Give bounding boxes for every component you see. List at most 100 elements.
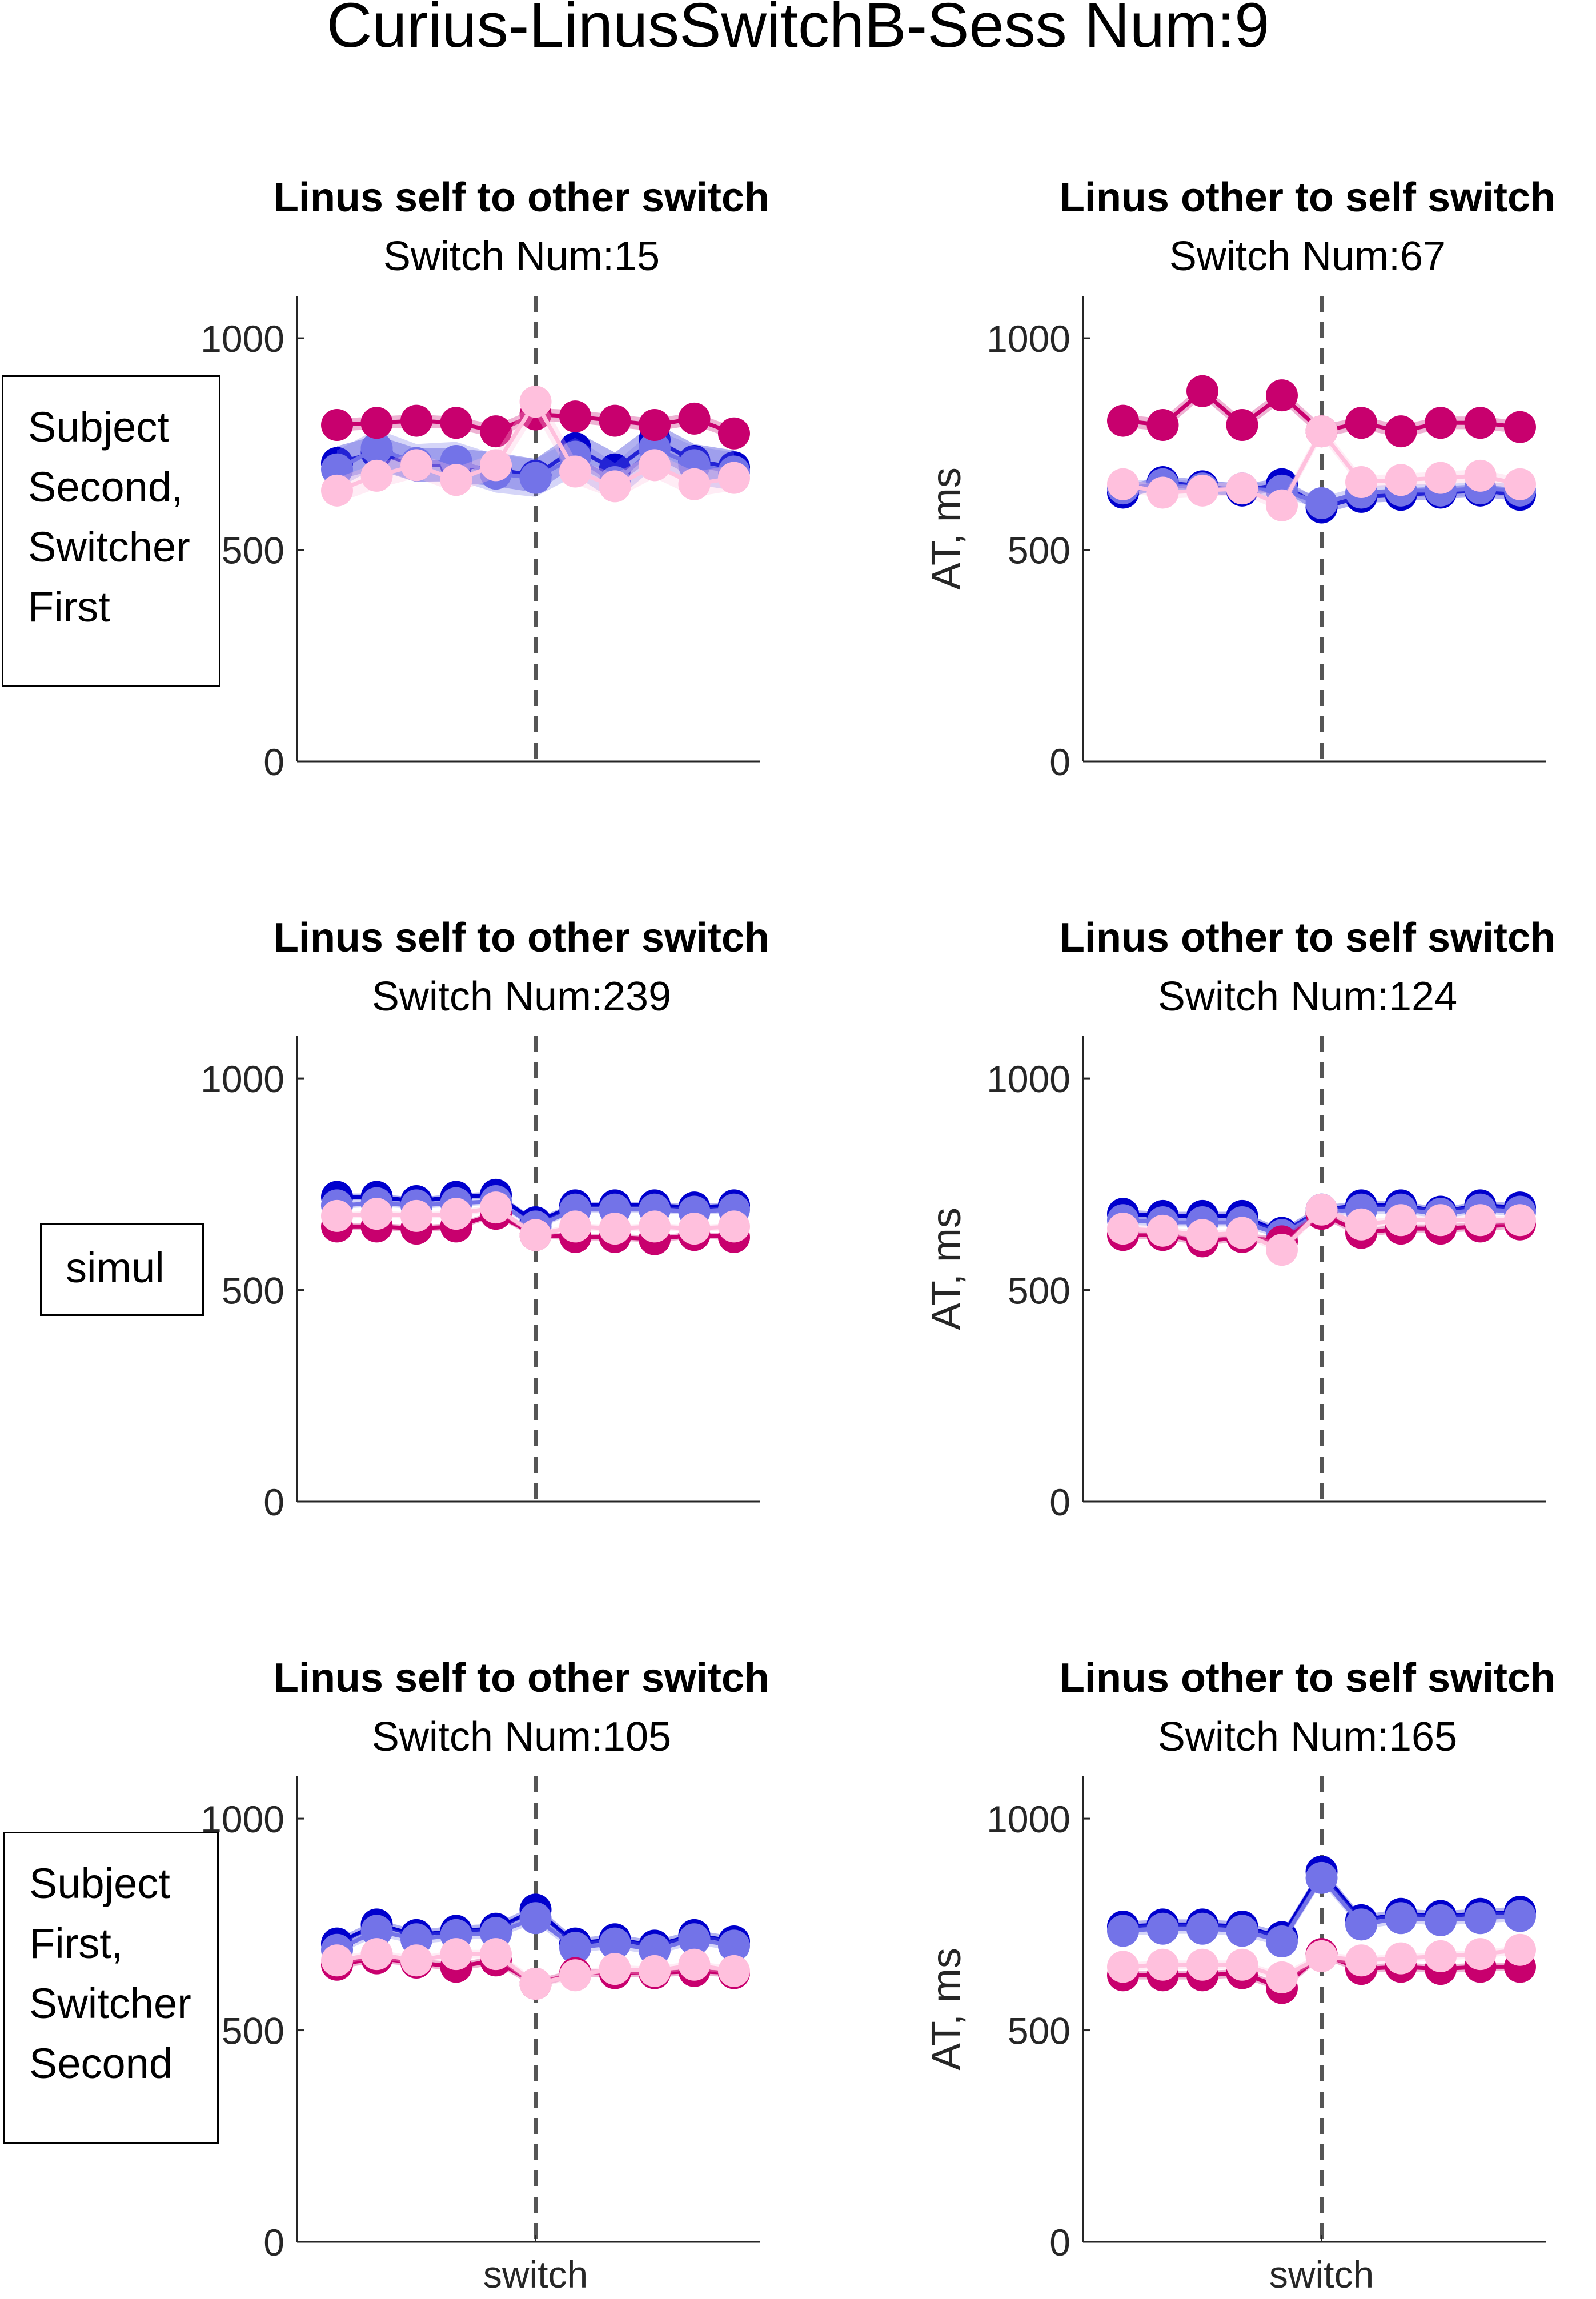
- y-axis-label: AT, ms: [924, 1207, 969, 1330]
- series-4: [1107, 1933, 1536, 1993]
- data-point: [360, 1198, 393, 1230]
- data-point: [1385, 415, 1417, 448]
- error-band: [1123, 1209, 1520, 1246]
- data-point: [360, 432, 393, 464]
- subplot-subtitle: Switch Num:67: [1169, 234, 1446, 279]
- subplot-title: Linus self to other switch: [274, 915, 769, 961]
- data-point: [1425, 1204, 1457, 1237]
- data-point: [1186, 1912, 1218, 1945]
- data-point: [360, 1938, 393, 1971]
- data-point: [519, 1968, 552, 2000]
- data-point: [639, 1955, 671, 1987]
- data-point: [1504, 1933, 1536, 1966]
- error-band: [337, 1904, 734, 1951]
- y-tick-label: 500: [222, 2010, 284, 2052]
- data-point: [1146, 1948, 1179, 1981]
- error-band: [1123, 1205, 1520, 1239]
- y-tick-label: 0: [263, 741, 284, 783]
- error-band: [1123, 475, 1520, 514]
- data-point: [599, 404, 631, 437]
- data-point: [559, 1932, 591, 1964]
- data-point: [678, 1213, 711, 1245]
- data-point: [1504, 1900, 1536, 1932]
- y-tick-label: 500: [222, 529, 284, 572]
- error-band: [337, 1954, 734, 1988]
- data-point: [1345, 407, 1377, 439]
- y-tick-label: 1000: [987, 318, 1070, 360]
- error-band: [1123, 384, 1520, 438]
- data-point: [1504, 468, 1536, 500]
- y-axis-label: AT, ms: [924, 467, 969, 590]
- row-label-line: Switcher: [28, 523, 190, 571]
- data-point: [639, 1210, 671, 1243]
- data-point: [1385, 464, 1417, 496]
- subplot-1: Linus self to other switch Switch Num:15 0…: [200, 175, 769, 783]
- series-4: [321, 1191, 750, 1251]
- y-tick-label: 1000: [200, 318, 284, 360]
- y-tick-label: 0: [1049, 2221, 1070, 2264]
- subplot-2: Linus other to self switch Switch Num:67 0…: [924, 175, 1555, 783]
- data-point: [1226, 472, 1258, 505]
- y-axis-label: AT, ms: [924, 1948, 969, 2071]
- data-point: [1107, 404, 1139, 437]
- y-tick-label: 0: [263, 1481, 284, 1523]
- y-tick-label: 500: [1008, 1270, 1070, 1312]
- data-point: [1266, 1961, 1298, 1993]
- data-point: [718, 462, 750, 494]
- data-point: [1226, 1217, 1258, 1249]
- subplot-subtitle: Switch Num:15: [383, 234, 660, 279]
- data-point: [440, 407, 472, 439]
- data-point: [599, 1927, 631, 1960]
- data-point: [1305, 415, 1338, 448]
- data-point: [1107, 1915, 1139, 1947]
- data-point: [599, 1213, 631, 1245]
- data-point: [519, 1902, 552, 1935]
- data-point: [559, 1210, 591, 1243]
- data-point: [1107, 1951, 1139, 1983]
- error-band: [1123, 1205, 1520, 1254]
- data-point: [718, 1929, 750, 1962]
- data-point: [678, 1923, 711, 1956]
- subplot-subtitle: Switch Num:239: [372, 974, 671, 1020]
- data-point: [1305, 1193, 1338, 1226]
- y-tick-label: 500: [1008, 529, 1070, 572]
- data-point: [678, 402, 711, 435]
- data-point: [718, 1955, 750, 1987]
- data-point: [519, 1219, 552, 1251]
- data-point: [1385, 1902, 1417, 1935]
- y-tick-label: 1000: [987, 1798, 1070, 1840]
- data-point: [1504, 411, 1536, 443]
- data-point: [321, 1199, 353, 1232]
- data-point: [1107, 468, 1139, 500]
- data-point: [400, 449, 432, 482]
- data-point: [440, 1198, 472, 1230]
- row-label-line: Subject: [29, 1860, 170, 1907]
- data-point: [1107, 1213, 1139, 1245]
- data-point: [480, 1938, 512, 1971]
- series-4: [321, 386, 750, 507]
- data-point: [1464, 407, 1497, 439]
- error-band: [337, 408, 734, 440]
- data-point: [1266, 489, 1298, 521]
- data-point: [480, 1191, 512, 1224]
- data-point: [400, 1944, 432, 1977]
- data-point: [1345, 1208, 1377, 1241]
- data-point: [1146, 1214, 1179, 1247]
- subplot-subtitle: Switch Num:124: [1158, 974, 1457, 1020]
- row-label-line: Second,: [28, 463, 183, 511]
- data-point: [1186, 474, 1218, 507]
- error-band: [1123, 1866, 1520, 1943]
- data-point: [559, 1959, 591, 1992]
- series-4: [1107, 415, 1536, 521]
- data-point: [639, 408, 671, 441]
- data-point: [1345, 1908, 1377, 1941]
- data-point: [1425, 462, 1457, 494]
- data-point: [480, 415, 512, 448]
- data-point: [639, 449, 671, 482]
- subplot-title: Linus self to other switch: [274, 175, 769, 220]
- subplot-title: Linus other to self switch: [1060, 175, 1555, 220]
- row-label-subject-second: Subject Second, Switcher First: [2, 375, 220, 687]
- data-point: [360, 1915, 393, 1947]
- data-point: [519, 386, 552, 418]
- y-tick-label: 1000: [200, 1058, 284, 1100]
